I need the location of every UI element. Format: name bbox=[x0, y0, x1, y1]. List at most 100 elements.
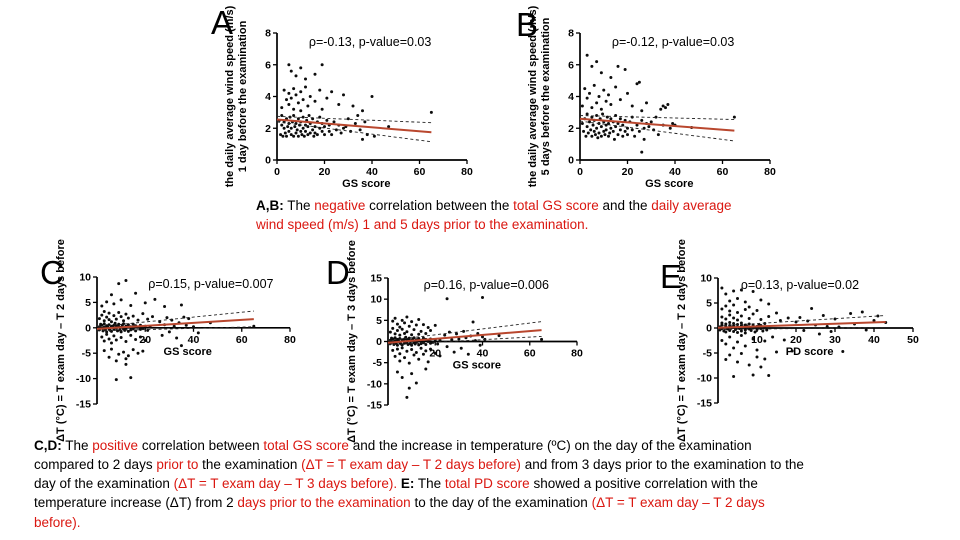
panel-b-scatter-plot: 0 20 40 60 80 0 2 4 6 8 GS score the daily average … bbox=[527, 5, 776, 190]
svg-text:20: 20 bbox=[790, 334, 802, 346]
caption-segment: and the increase in temperature (ºC) on … bbox=[348, 438, 752, 453]
svg-text:40: 40 bbox=[477, 348, 489, 360]
svg-text:-10: -10 bbox=[76, 373, 91, 385]
caption-segment: day of the examination bbox=[34, 476, 174, 492]
caption-segment: The bbox=[61, 438, 93, 453]
svg-text:ΔT (°C) = T exam day – T 2 day: ΔT (°C) = T exam day – T 2 days before bbox=[676, 239, 688, 442]
svg-text:5 days before the examination: 5 days before the examination bbox=[540, 17, 552, 175]
svg-text:ρ=0.13, p-value=0.02: ρ=0.13, p-value=0.02 bbox=[741, 278, 859, 292]
panel-e: E 10 20 30 40 50 10 5 0 -5 -10 -15 PD score ΔT (°C) … bbox=[646, 239, 928, 442]
svg-text:2: 2 bbox=[568, 123, 574, 135]
svg-text:PD score: PD score bbox=[786, 346, 834, 358]
svg-text:0: 0 bbox=[577, 166, 583, 178]
caption-segment: days prior to the examination bbox=[237, 495, 411, 511]
svg-text:GS score: GS score bbox=[645, 178, 693, 190]
svg-text:GS score: GS score bbox=[164, 346, 212, 358]
caption-segment: correlation between bbox=[138, 438, 264, 453]
svg-text:5: 5 bbox=[85, 297, 91, 309]
svg-text:ΔT (°C) = T exam day – T 2 day: ΔT (°C) = T exam day – T 2 days before bbox=[55, 239, 67, 442]
svg-text:-5: -5 bbox=[703, 348, 712, 360]
svg-text:60: 60 bbox=[717, 166, 729, 178]
svg-text:-10: -10 bbox=[697, 373, 712, 385]
panel-d-letter: D bbox=[326, 254, 350, 291]
svg-text:-10: -10 bbox=[367, 378, 382, 390]
svg-text:10: 10 bbox=[79, 272, 91, 284]
caption-ab: A,B: The negative correlation between th… bbox=[256, 196, 732, 234]
panel-a-scatter-plot: 0 20 40 60 80 0 2 4 6 8 GS score the daily average … bbox=[224, 5, 473, 190]
panel-b: B 0 20 40 60 80 0 2 4 6 8 GS score the daily averag… bbox=[508, 4, 784, 192]
svg-text:4: 4 bbox=[265, 91, 271, 103]
caption-segment: positive bbox=[92, 438, 139, 453]
svg-text:8: 8 bbox=[568, 28, 574, 40]
svg-text:5: 5 bbox=[376, 315, 382, 327]
caption-segment: total GS score bbox=[513, 198, 599, 213]
svg-text:50: 50 bbox=[907, 334, 919, 346]
svg-text:80: 80 bbox=[284, 334, 296, 346]
caption-segment: daily average bbox=[651, 198, 732, 213]
svg-text:0: 0 bbox=[568, 155, 574, 167]
caption-segment: The bbox=[414, 476, 445, 492]
caption-segment: to the day of the examination bbox=[410, 495, 592, 511]
svg-text:10: 10 bbox=[751, 334, 763, 346]
caption-segment: before). bbox=[34, 514, 81, 530]
svg-text:-15: -15 bbox=[697, 398, 712, 410]
svg-text:15: 15 bbox=[370, 273, 382, 285]
caption-segment: (ΔT = T exam day – T 3 days before). bbox=[173, 476, 398, 492]
svg-text:GS score: GS score bbox=[453, 360, 501, 372]
caption-segment: compared to 2 days bbox=[34, 457, 157, 473]
svg-text:-5: -5 bbox=[82, 348, 91, 360]
caption-cde: C,D: The positive correlation between to… bbox=[34, 436, 804, 532]
svg-text:4: 4 bbox=[568, 91, 574, 103]
svg-text:1 day before the examination: 1 day before the examination bbox=[237, 20, 249, 172]
caption-segment: wind speed (m/s) 1 and 5 days prior to t… bbox=[256, 217, 589, 233]
caption-segment: C,D: bbox=[34, 438, 62, 453]
caption-segment: total PD score bbox=[444, 476, 530, 492]
caption-segment: A,B: bbox=[256, 198, 284, 213]
svg-text:40: 40 bbox=[188, 334, 200, 346]
caption-segment: E: bbox=[400, 476, 415, 492]
svg-text:ρ=-0.13, p-value=0.03: ρ=-0.13, p-value=0.03 bbox=[309, 35, 432, 49]
svg-text:20: 20 bbox=[622, 166, 634, 178]
svg-text:-15: -15 bbox=[76, 399, 91, 411]
caption-segment: (ΔT = T exam day – T 2 days bbox=[591, 495, 765, 511]
svg-text:0: 0 bbox=[376, 336, 382, 348]
svg-text:the daily average wind speed (: the daily average wind speed (m/s) bbox=[224, 5, 236, 187]
svg-text:40: 40 bbox=[669, 166, 681, 178]
svg-text:8: 8 bbox=[265, 28, 271, 40]
caption-segment: total GS score bbox=[263, 438, 349, 453]
svg-text:80: 80 bbox=[764, 166, 776, 178]
caption-segment: The bbox=[283, 198, 315, 213]
svg-text:40: 40 bbox=[868, 334, 880, 346]
caption-segment: negative bbox=[314, 198, 366, 213]
svg-text:60: 60 bbox=[414, 166, 426, 178]
svg-text:-5: -5 bbox=[373, 357, 382, 369]
caption-segment: prior to bbox=[156, 457, 199, 473]
svg-text:6: 6 bbox=[265, 59, 271, 71]
svg-text:0: 0 bbox=[274, 166, 280, 178]
svg-text:30: 30 bbox=[829, 334, 841, 346]
svg-text:20: 20 bbox=[319, 166, 331, 178]
caption-segment: and the bbox=[598, 198, 652, 213]
caption-segment: (ΔT = T exam day – T 2 days before) bbox=[301, 457, 521, 473]
svg-text:ΔT (°C) = T exam day – T 3 day: ΔT (°C) = T exam day – T 3 days before bbox=[346, 240, 358, 443]
svg-text:GS score: GS score bbox=[342, 178, 390, 190]
svg-text:0: 0 bbox=[85, 322, 91, 334]
svg-text:10: 10 bbox=[370, 294, 382, 306]
caption-segment: the examination bbox=[198, 457, 302, 473]
svg-text:5: 5 bbox=[706, 298, 712, 310]
panel-e-letter: E bbox=[660, 258, 683, 295]
svg-text:ρ=0.15, p-value=0.007: ρ=0.15, p-value=0.007 bbox=[148, 277, 273, 291]
svg-text:6: 6 bbox=[568, 59, 574, 71]
panel-c-letter: C bbox=[40, 254, 64, 291]
svg-text:the daily average wind speed (: the daily average wind speed (m/s) bbox=[527, 5, 539, 187]
caption-segment: showed a positive correlation with the bbox=[529, 476, 758, 492]
svg-text:40: 40 bbox=[366, 166, 378, 178]
svg-text:-15: -15 bbox=[367, 400, 382, 412]
caption-segment: correlation between the bbox=[365, 198, 514, 213]
